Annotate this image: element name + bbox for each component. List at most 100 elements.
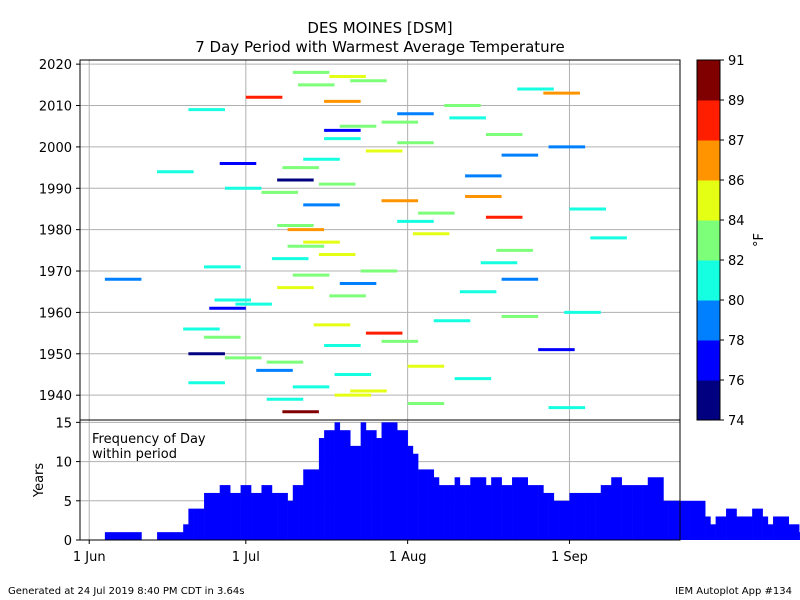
frequency-bar — [710, 524, 716, 540]
frequency-bar — [454, 477, 461, 540]
frequency-bar — [418, 469, 424, 540]
frequency-bar — [266, 485, 273, 540]
frequency-bar — [230, 492, 236, 540]
frequency-bar — [553, 500, 560, 540]
frequency-bar — [120, 532, 127, 540]
x-tick-label: 1 Sep — [551, 550, 588, 565]
frequency-bar — [459, 485, 466, 540]
frequency-bar — [793, 524, 800, 540]
colorbar-swatch — [697, 60, 720, 101]
frequency-bar — [193, 508, 200, 540]
frequency-bar — [219, 485, 226, 540]
frequency-bar — [407, 445, 414, 540]
frequency-bar — [475, 477, 482, 540]
frequency-bar — [209, 492, 215, 540]
y-tick-label: 1990 — [39, 182, 72, 197]
frequency-bar — [345, 430, 351, 540]
frequency-bar — [480, 477, 487, 540]
frequency-bar — [731, 508, 737, 540]
frequency-bar — [538, 485, 544, 540]
frequency-bar — [652, 477, 659, 540]
period-plot-frame — [79, 59, 681, 421]
frequency-bar — [183, 524, 189, 540]
frequency-bar — [543, 492, 549, 540]
frequency-bar — [214, 492, 221, 540]
x-tick-label: 1 Jun — [73, 550, 106, 565]
frequency-bar — [334, 422, 341, 540]
frequency-bar — [271, 492, 278, 540]
y-tick-label: 2020 — [39, 58, 72, 73]
frequency-bar — [736, 516, 743, 540]
frequency-bar — [167, 532, 174, 540]
frequency-bar — [162, 532, 168, 540]
colorbar-swatch — [697, 380, 720, 421]
frequency-bar — [668, 500, 675, 540]
frequency-bar — [277, 492, 283, 540]
frequency-bar — [559, 500, 565, 540]
frequency-bar — [371, 430, 377, 540]
frequency-bar — [746, 516, 753, 540]
frequency-bar — [235, 492, 241, 540]
frequency-plot-frame — [79, 419, 681, 541]
frequency-bar — [600, 485, 607, 540]
frequency-bar — [251, 492, 257, 540]
frequency-bar — [512, 477, 518, 540]
frequency-bar — [527, 485, 534, 540]
y-tick-label: 2010 — [39, 100, 72, 115]
frequency-bar — [188, 508, 194, 540]
frequency-bar — [287, 500, 294, 540]
colorbar-tick-label: 74 — [728, 414, 745, 429]
frequency-bar — [110, 532, 116, 540]
colorbar-tick-label: 84 — [728, 214, 745, 229]
frequency-bar — [292, 485, 299, 540]
frequency-bar — [224, 485, 231, 540]
y-tick-label: 0 — [64, 534, 72, 549]
frequency-bar — [579, 492, 586, 540]
frequency-bar — [324, 430, 330, 540]
frequency-bar — [329, 430, 335, 540]
frequency-bar — [470, 477, 476, 540]
frequency-bar — [465, 485, 471, 540]
frequency-bar — [574, 492, 581, 540]
frequency-bar — [705, 516, 711, 540]
frequency-bar — [673, 500, 680, 540]
y-tick-label: 1940 — [39, 389, 72, 404]
x-tick-label: 1 Aug — [389, 550, 427, 565]
colorbar-tick-label: 87 — [728, 134, 745, 149]
frequency-bar — [491, 477, 497, 540]
chart-title-line1: DES MOINES [DSM] — [307, 19, 452, 37]
y-tick-label: 1950 — [39, 348, 72, 363]
x-tick-label: 1 Jul — [232, 550, 260, 565]
frequency-bar — [298, 485, 304, 540]
frequency-bar — [616, 477, 622, 540]
frequency-ylabel: Years — [32, 463, 47, 499]
frequency-bar — [773, 516, 779, 540]
frequency-bar — [313, 469, 320, 540]
colorbar-tick-label: 86 — [728, 174, 745, 189]
colorbar-swatch — [697, 260, 720, 301]
frequency-bar — [157, 532, 163, 540]
footer-app-text: IEM Autoplot App #134 — [675, 586, 792, 597]
frequency-bar — [569, 492, 575, 540]
frequency-bar — [720, 516, 727, 540]
frequency-bar — [438, 485, 445, 540]
temperature-colorbar: 74 76 78 80 82 84 86 87 89 91 °F — [696, 54, 767, 429]
frequency-bar — [360, 422, 367, 540]
frequency-bar — [778, 516, 784, 540]
frequency-bar — [726, 508, 732, 540]
colorbar-tick-label: 76 — [728, 374, 745, 389]
colorbar-tick-label: 78 — [728, 334, 745, 349]
frequency-bar — [115, 532, 121, 540]
frequency-bar — [757, 508, 763, 540]
frequency-bar — [303, 469, 309, 540]
frequency-bar — [449, 485, 455, 540]
frequency-bar — [402, 430, 408, 540]
frequency-bar — [386, 422, 393, 540]
frequency-bar — [564, 500, 570, 540]
frequency-bar — [428, 469, 435, 540]
frequency-bar — [376, 438, 382, 540]
frequency-bar — [381, 422, 388, 540]
y-tick-label: 10 — [55, 456, 72, 471]
frequency-bar — [136, 532, 142, 540]
frequency-bar — [532, 485, 539, 540]
